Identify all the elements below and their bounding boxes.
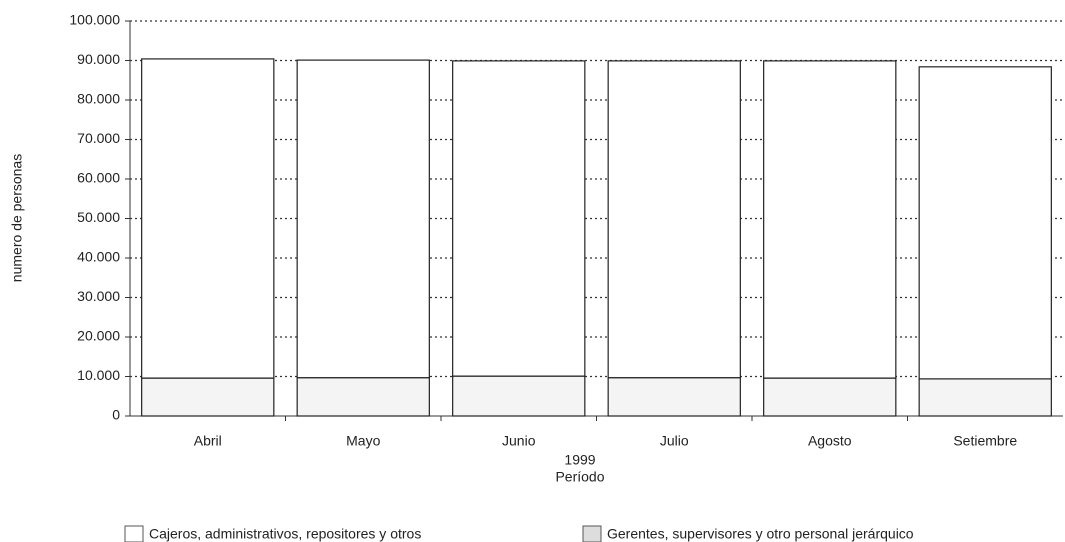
- legend-swatch: [124, 525, 144, 542]
- bar-segment: [763, 60, 897, 379]
- x-tick-label: Julio: [660, 433, 689, 449]
- y-tick-label: 40.000: [77, 249, 120, 265]
- x-axis-sublabel: 1999: [564, 452, 595, 468]
- legend-label: Gerentes, supervisores y otro personal j…: [607, 526, 914, 542]
- legend-label: Cajeros, administrativos, repositores y …: [149, 526, 421, 542]
- bar-segment: [763, 377, 897, 417]
- bar-segment: [296, 377, 430, 417]
- y-tick-label: 80.000: [77, 91, 120, 107]
- x-tick-label: Junio: [502, 433, 536, 449]
- bar-segment: [918, 66, 1052, 380]
- bar-segment: [607, 60, 741, 379]
- x-tick-label: Abril: [194, 433, 222, 449]
- bar-segment: [918, 378, 1052, 417]
- y-tick-label: 30.000: [77, 288, 120, 304]
- x-axis-title: Período: [555, 469, 604, 485]
- y-tick-label: 60.000: [77, 170, 120, 186]
- bar-segment: [296, 59, 430, 379]
- y-tick-label: 50.000: [77, 209, 120, 225]
- y-tick-label: 70.000: [77, 130, 120, 146]
- y-tick-label: 20.000: [77, 328, 120, 344]
- bar-segment: [452, 375, 586, 417]
- legend-swatch: [582, 525, 602, 542]
- x-tick-label: Setiembre: [953, 433, 1017, 449]
- y-tick-label: 100.000: [69, 12, 120, 28]
- y-tick-label: 10.000: [77, 367, 120, 383]
- bar-segment: [452, 60, 586, 377]
- bar-segment: [141, 377, 275, 417]
- x-tick-label: Agosto: [808, 433, 852, 449]
- y-tick-label: 90.000: [77, 51, 120, 67]
- y-tick-label: 0: [112, 407, 120, 423]
- bar-segment: [607, 377, 741, 417]
- bar-segment: [141, 58, 275, 379]
- y-axis-title: numero de personas: [9, 154, 25, 282]
- x-tick-label: Mayo: [346, 433, 380, 449]
